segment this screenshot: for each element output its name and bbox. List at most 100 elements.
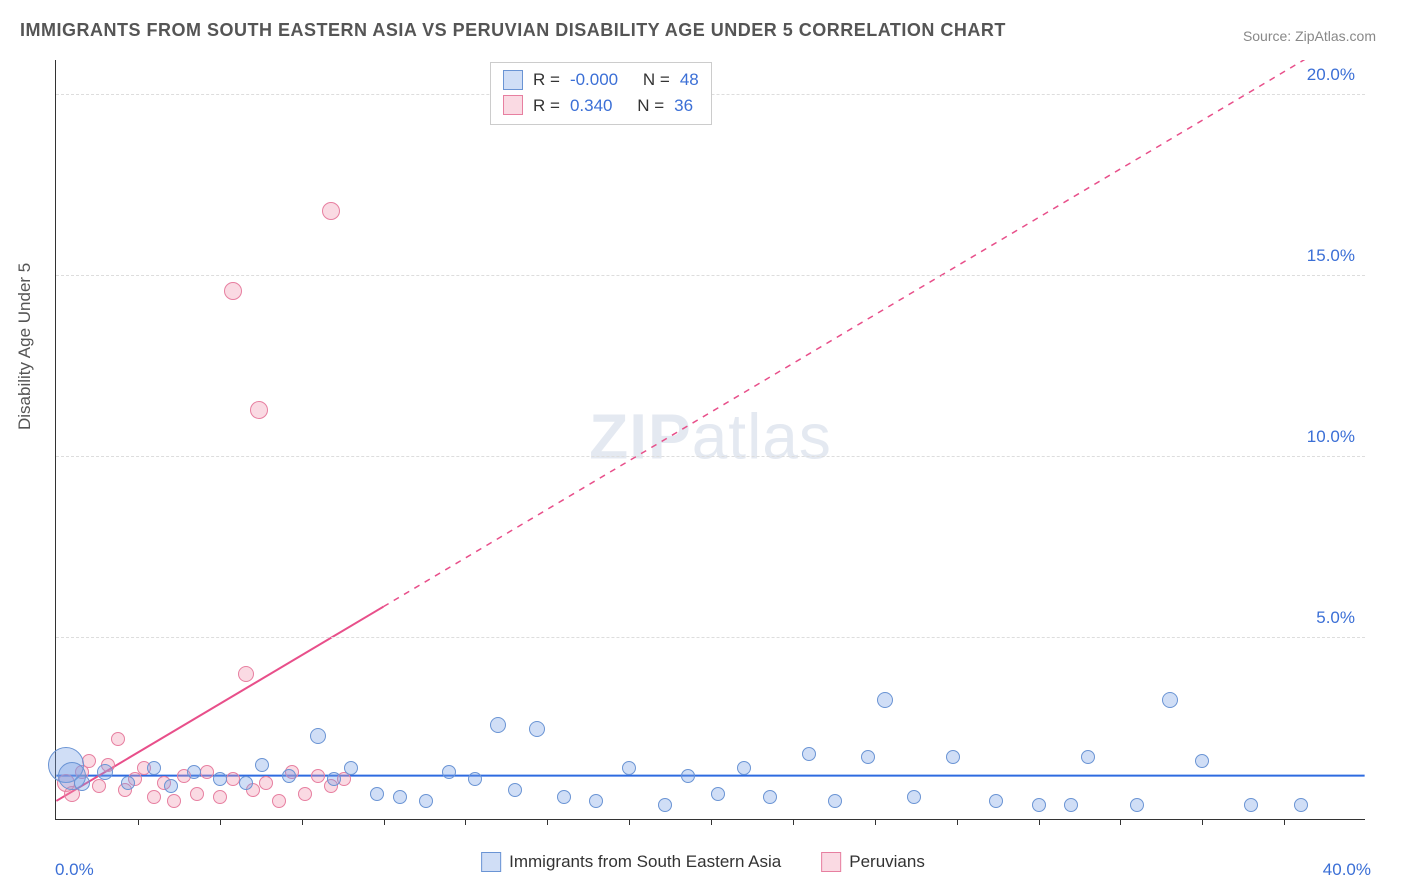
blue-point [1064,798,1078,812]
pink-point [213,790,227,804]
x-tick [711,819,712,825]
blue-point [1162,692,1178,708]
blue-point [393,790,407,804]
blue-point [508,783,522,797]
blue-point [327,772,341,786]
blue-point [907,790,921,804]
plot-area: ZIPatlas 5.0% 10.0% 15.0% 20.0% [55,60,1365,820]
blue-point [763,790,777,804]
x-tick-max: 40.0% [1323,860,1371,880]
blue-point [1244,798,1258,812]
x-tick [793,819,794,825]
x-tick [957,819,958,825]
blue-point [239,776,253,790]
legend-series: Immigrants from South Eastern Asia Peruv… [481,852,925,872]
blue-point [310,728,326,744]
x-tick [1120,819,1121,825]
blue-point [802,747,816,761]
blue-point [658,798,672,812]
blue-point [282,769,296,783]
x-tick [629,819,630,825]
blue-point [370,787,384,801]
blue-point [737,761,751,775]
x-tick [384,819,385,825]
blue-point [1081,750,1095,764]
legend-item-blue: Immigrants from South Eastern Asia [481,852,781,872]
blue-point [861,750,875,764]
blue-point [989,794,1003,808]
x-tick [465,819,466,825]
pink-point [190,787,204,801]
pink-point [200,765,214,779]
blue-point [681,769,695,783]
blue-point [622,761,636,775]
swatch-pink-icon [503,95,523,115]
blue-point [468,772,482,786]
pink-point [298,787,312,801]
pink-point [111,732,125,746]
y-axis-title: Disability Age Under 5 [15,263,35,430]
blue-point [946,750,960,764]
blue-point [557,790,571,804]
blue-point [213,772,227,786]
source-label: Source: ZipAtlas.com [1243,28,1376,44]
pink-point [147,790,161,804]
blue-point [164,779,178,793]
pink-point [82,754,96,768]
blue-point [121,776,135,790]
pink-point [224,282,242,300]
x-tick [547,819,548,825]
blue-point [187,765,201,779]
x-tick [1039,819,1040,825]
x-tick [138,819,139,825]
x-tick-min: 0.0% [55,860,94,880]
pink-point [311,769,325,783]
y-tick-label: 15.0% [1307,246,1355,266]
pink-point [272,794,286,808]
gridline [56,456,1365,457]
x-tick [302,819,303,825]
x-tick [875,819,876,825]
blue-point [97,764,113,780]
blue-point [529,721,545,737]
blue-point [1032,798,1046,812]
y-tick-label: 10.0% [1307,427,1355,447]
legend-stats: R = -0.000 N = 48 R = 0.340 N = 36 [490,62,712,125]
legend-stats-row-blue: R = -0.000 N = 48 [503,67,699,93]
blue-point [442,765,456,779]
blue-point [1195,754,1209,768]
blue-point [74,775,90,791]
y-tick-label: 5.0% [1316,608,1355,628]
legend-item-pink: Peruvians [821,852,925,872]
chart-title: IMMIGRANTS FROM SOUTH EASTERN ASIA VS PE… [20,20,1006,41]
blue-point [828,794,842,808]
swatch-blue-icon [481,852,501,872]
y-tick-label: 20.0% [1307,65,1355,85]
blue-point [1294,798,1308,812]
blue-point [344,761,358,775]
gridline [56,637,1365,638]
x-tick [220,819,221,825]
pink-point [167,794,181,808]
x-tick [1284,819,1285,825]
gridline [56,275,1365,276]
legend-stats-row-pink: R = 0.340 N = 36 [503,93,699,119]
pink-point [226,772,240,786]
pink-point [92,779,106,793]
pink-point [238,666,254,682]
blue-point [589,794,603,808]
blue-point [1130,798,1144,812]
pink-point [322,202,340,220]
blue-point [419,794,433,808]
swatch-pink-icon [821,852,841,872]
swatch-blue-icon [503,70,523,90]
pink-point [259,776,273,790]
pink-point [250,401,268,419]
blue-point [147,761,161,775]
blue-point [711,787,725,801]
blue-point [255,758,269,772]
blue-point [490,717,506,733]
x-tick [1202,819,1203,825]
blue-point [877,692,893,708]
watermark: ZIPatlas [589,399,832,473]
